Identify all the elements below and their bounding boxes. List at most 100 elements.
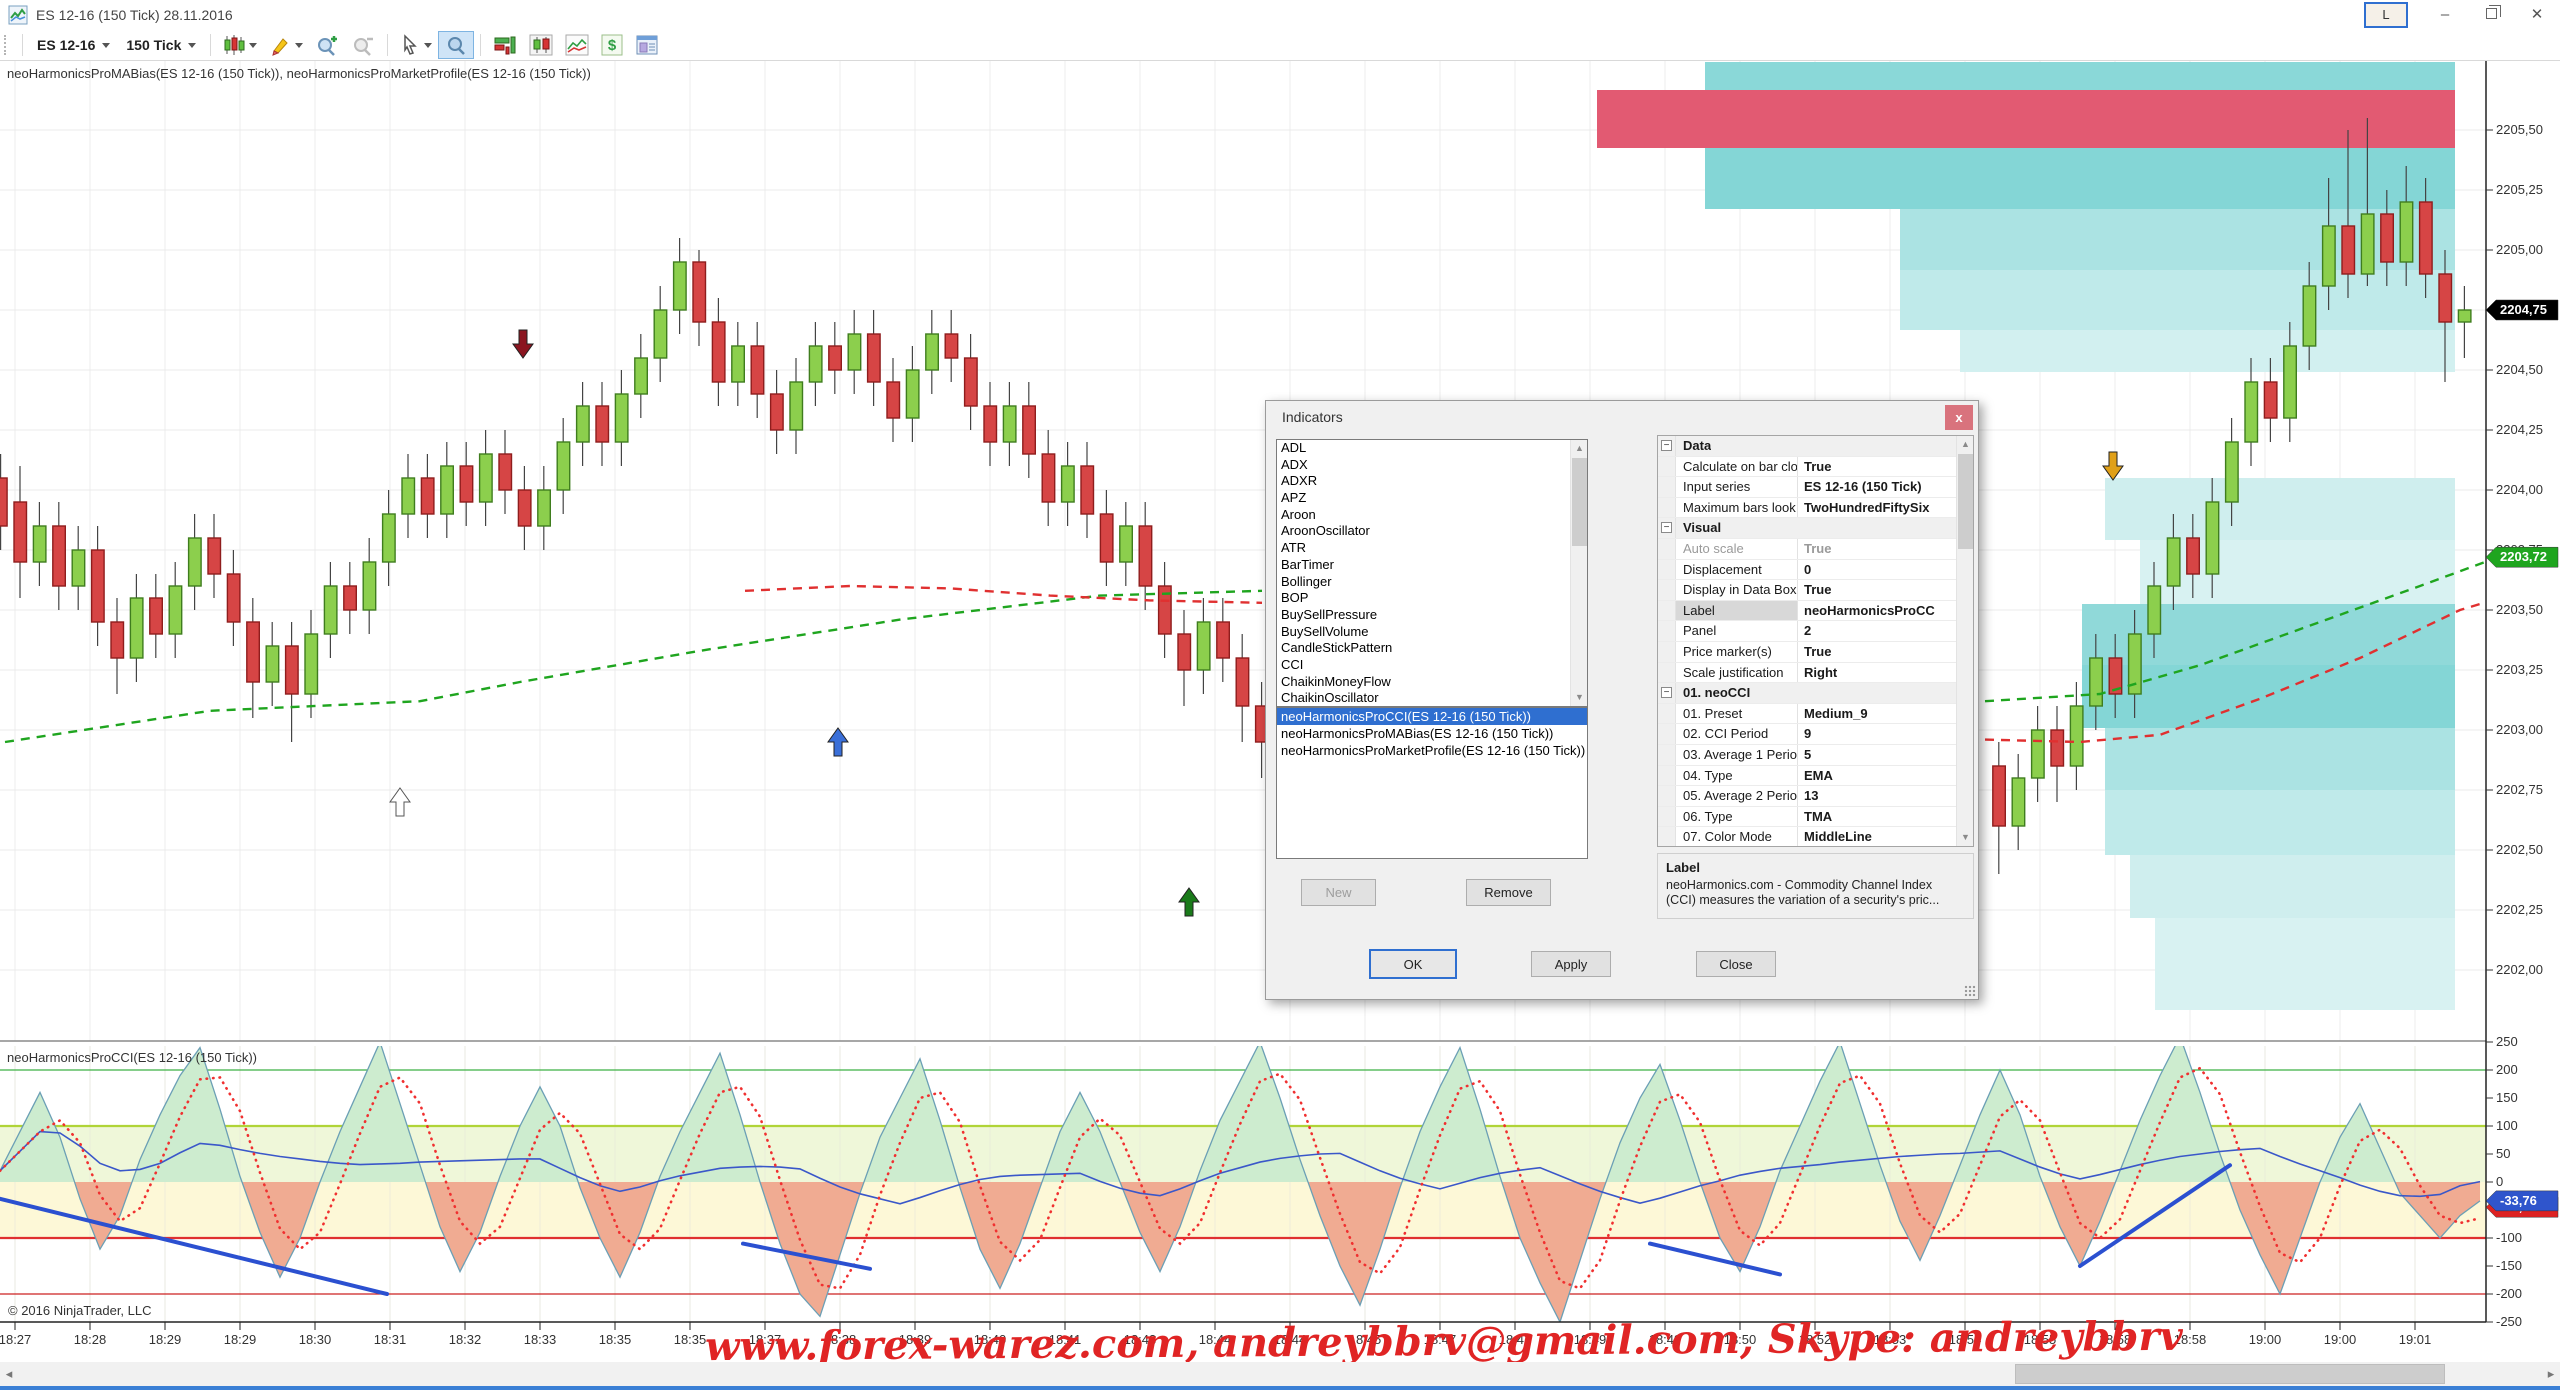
property-row[interactable]: Maximum bars look l TwoHundredFiftySix: [1658, 497, 1973, 519]
interval-dropdown[interactable]: 150 Tick: [118, 35, 204, 55]
scroll-down-icon[interactable]: ▼: [1961, 832, 1970, 842]
instrument-label: ES 12-16: [37, 37, 96, 53]
dollar-icon: $: [601, 34, 623, 56]
property-row[interactable]: 06. Type TMA: [1658, 806, 1973, 828]
property-row[interactable]: Label neoHarmonicsProCC: [1658, 600, 1973, 622]
indicators-dialog: Indicators x ▲ ▼ ADL ADX ADXR APZ Aroon Aroon…: [1265, 400, 1979, 1000]
drawing-tools-dropdown[interactable]: [263, 31, 309, 59]
cci-axis-label: 0: [2496, 1174, 2503, 1189]
time-axis-label: 18:33: [524, 1332, 557, 1347]
up-arrow-marker: [1178, 887, 1200, 917]
data-box-toggle[interactable]: [438, 31, 475, 59]
cci-axis-label: -150: [2496, 1258, 2522, 1273]
horizontal-scrollbar[interactable]: ◂ ▸: [0, 1362, 2560, 1386]
indicator-list-item[interactable]: Bollinger: [1281, 573, 1332, 589]
property-row[interactable]: 01. Preset Medium_9: [1658, 703, 1973, 725]
line-chart-icon: [565, 34, 589, 56]
indicator-list-item[interactable]: ADXR: [1281, 473, 1318, 489]
dialog-close-button[interactable]: x: [1945, 405, 1973, 430]
ok-button[interactable]: OK: [1369, 949, 1457, 979]
selected-indicators-list[interactable]: neoHarmonicsProCCI(ES 12-16 (150 Tick)) n…: [1276, 707, 1588, 859]
indicator-list-item[interactable]: BuySellVolume: [1281, 623, 1369, 639]
scroll-right-icon[interactable]: ▸: [2547, 1366, 2555, 1381]
svg-text:$: $: [608, 37, 617, 54]
indicator-list-item[interactable]: ChaikinMoneyFlow: [1281, 673, 1391, 689]
property-group-row[interactable]: − Visual: [1658, 518, 1973, 539]
cci-axis-label: -200: [2496, 1286, 2522, 1301]
panel2-indicator-label: neoHarmonicsProCCI(ES 12-16 (150 Tick)): [7, 1050, 257, 1065]
property-row[interactable]: Input series ES 12-16 (150 Tick): [1658, 477, 1973, 498]
scroll-up-icon[interactable]: ▲: [1961, 439, 1970, 449]
property-row[interactable]: Panel 2: [1658, 621, 1973, 642]
property-row[interactable]: Scale justification Right: [1658, 662, 1973, 684]
zoom-in-icon: [318, 36, 338, 56]
scroll-up-icon[interactable]: ▲: [1575, 443, 1584, 453]
chart-trader-button[interactable]: [523, 31, 559, 59]
available-indicators-list[interactable]: ▲ ▼ ADL ADX ADXR APZ Aroon AroonOscillator ATR…: [1276, 439, 1588, 707]
properties-button[interactable]: [629, 31, 665, 59]
cursor-dropdown[interactable]: [394, 31, 438, 59]
indicator-list-item[interactable]: BuySellPressure: [1281, 606, 1378, 622]
selected-indicator-item[interactable]: neoHarmonicsProMarketProfile(ES 12-16 (1…: [1281, 743, 1586, 758]
time-axis-label: 18:38: [824, 1332, 857, 1347]
property-row[interactable]: Auto scale True: [1658, 538, 1973, 560]
scroll-left-icon[interactable]: ◂: [5, 1366, 13, 1381]
apply-button[interactable]: Apply: [1531, 951, 1611, 977]
indicator-list-item[interactable]: BarTimer: [1281, 556, 1334, 572]
selected-indicator-item[interactable]: neoHarmonicsProCCI(ES 12-16 (150 Tick)): [1277, 708, 1587, 725]
available-list-scrollbar[interactable]: ▲ ▼: [1570, 440, 1587, 706]
indicator-list-item[interactable]: ADL: [1281, 440, 1307, 455]
instrument-dropdown[interactable]: ES 12-16: [29, 35, 118, 55]
window-titlebar[interactable]: ES 12-16 (150 Tick) 28.11.2016 L – ✕: [0, 0, 2560, 30]
scrollbar-thumb[interactable]: [1958, 454, 1973, 549]
property-row[interactable]: 04. Type EMA: [1658, 765, 1973, 787]
close-button[interactable]: ✕: [2514, 1, 2560, 29]
dialog-title: Indicators: [1282, 409, 1343, 425]
zoom-in-button[interactable]: [309, 31, 345, 59]
indicator-list-item[interactable]: CandleStickPattern: [1281, 640, 1393, 656]
property-row[interactable]: 07. Color Mode MiddleLine: [1658, 827, 1973, 846]
pencil-icon: [272, 38, 289, 56]
indicators-button[interactable]: [487, 31, 523, 59]
property-row[interactable]: Price marker(s) True: [1658, 641, 1973, 663]
toolbar-grip[interactable]: [4, 35, 10, 55]
property-group-row[interactable]: −01. neoCCI: [1658, 683, 1973, 704]
property-row[interactable]: Display in Data Box True: [1658, 580, 1973, 601]
property-row[interactable]: 02. CCI Period 9: [1658, 724, 1973, 745]
remove-button[interactable]: Remove: [1466, 879, 1551, 906]
price-axis-label: 2203,25: [2496, 662, 2543, 677]
resize-grip[interactable]: [1964, 985, 1976, 997]
dialog-titlebar[interactable]: Indicators x: [1266, 401, 1978, 433]
property-row[interactable]: Calculate on bar clos True: [1658, 456, 1973, 478]
zoom-out-button[interactable]: [345, 31, 381, 59]
property-grid[interactable]: − Data Calculate on bar clos True Input seri…: [1657, 435, 1974, 847]
close-dialog-button[interactable]: Close: [1696, 951, 1776, 977]
app-icon: [8, 5, 28, 25]
indicator-list-item[interactable]: AroonOscillator: [1281, 523, 1370, 539]
property-row[interactable]: 03. Average 1 Period 5: [1658, 744, 1973, 766]
property-grid-scrollbar[interactable]: ▲ ▼: [1956, 436, 1973, 846]
account-button[interactable]: $: [595, 31, 629, 59]
mini-chart-button[interactable]: [559, 31, 595, 59]
scrollbar-thumb[interactable]: [2015, 1364, 2445, 1384]
selected-indicator-item[interactable]: neoHarmonicsProMABias(ES 12-16 (150 Tick…: [1281, 726, 1554, 741]
description-text: neoHarmonics.com - Commodity Channel Ind…: [1666, 878, 1940, 907]
property-group-row[interactable]: − Data: [1658, 436, 1973, 457]
scrollbar-thumb[interactable]: [1572, 458, 1587, 546]
indicator-list-item[interactable]: CCI: [1281, 656, 1304, 672]
restore-button[interactable]: [2468, 1, 2514, 29]
indicator-list-item[interactable]: ATR: [1281, 540, 1307, 556]
indicator-list-item[interactable]: APZ: [1281, 490, 1307, 506]
indicator-list-item[interactable]: Aroon: [1281, 506, 1316, 522]
indicator-list-item[interactable]: ChaikinOscillator: [1281, 690, 1379, 706]
indicator-list-item[interactable]: BOP: [1281, 590, 1309, 606]
property-row[interactable]: Displacement 0: [1658, 559, 1973, 581]
property-row[interactable]: 05. Average 2 Period 13: [1658, 786, 1973, 807]
link-button[interactable]: L: [2364, 2, 2408, 28]
chart-style-dropdown[interactable]: [217, 31, 263, 59]
indicator-list-item[interactable]: ADX: [1281, 456, 1308, 472]
scroll-down-icon[interactable]: ▼: [1575, 692, 1584, 702]
minimize-button[interactable]: –: [2422, 1, 2468, 29]
new-button[interactable]: New: [1301, 879, 1376, 906]
